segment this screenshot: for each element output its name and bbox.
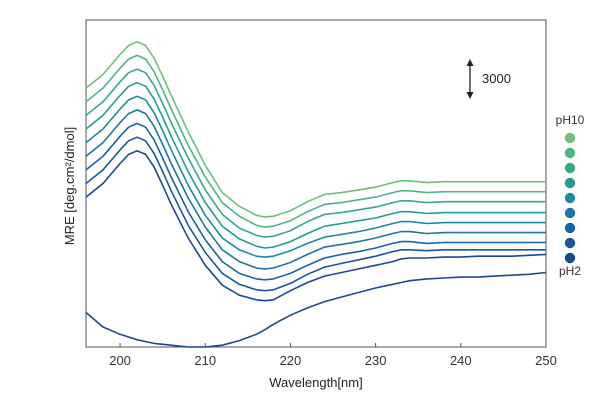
legend: pH10 pH2: [556, 113, 585, 278]
series-group: [85, 41, 547, 348]
x-tick-label: 220: [280, 353, 302, 368]
y-axis-title: MRE [deg.cm²/dmol]: [62, 127, 77, 245]
x-tick-label: 200: [109, 353, 131, 368]
series-line-5: [85, 95, 546, 258]
x-tick-label: 210: [194, 353, 216, 368]
legend-dot-3: [564, 162, 576, 174]
x-axis-ticks: 200 210 220 230 240 250: [109, 343, 557, 368]
series-line-4: [85, 81, 546, 249]
series-line-3: [85, 68, 546, 238]
legend-dot-2: [564, 147, 576, 159]
x-tick-label: 230: [365, 353, 387, 368]
legend-top-label: pH10: [556, 113, 585, 127]
scale-bar-label: 3000: [482, 71, 511, 86]
scale-bar-arrow-head-bottom: [466, 92, 474, 99]
series-line-1: [85, 41, 546, 218]
x-tick-label: 240: [450, 353, 472, 368]
legend-dot-7: [564, 222, 576, 234]
legend-dot-5: [564, 192, 576, 204]
series-line-10: [85, 271, 547, 348]
plot-frame: [85, 19, 547, 348]
scale-bar-arrow-head-top: [466, 59, 474, 66]
series-line-2: [85, 54, 546, 228]
legend-dot-8: [564, 237, 576, 249]
legend-bottom-label: pH2: [559, 264, 581, 278]
series-line-8: [85, 136, 546, 292]
series-line-7: [85, 122, 546, 281]
x-axis-title: Wavelength[nm]: [269, 375, 362, 390]
legend-dot-1: [564, 132, 576, 144]
x-tick-label: 250: [535, 353, 557, 368]
series-line-6: [85, 109, 546, 270]
legend-dot-4: [564, 177, 576, 189]
legend-dot-6: [564, 207, 576, 219]
series-line-9: [85, 150, 547, 302]
scale-bar: 3000: [466, 59, 511, 99]
legend-dot-9: [564, 252, 576, 264]
